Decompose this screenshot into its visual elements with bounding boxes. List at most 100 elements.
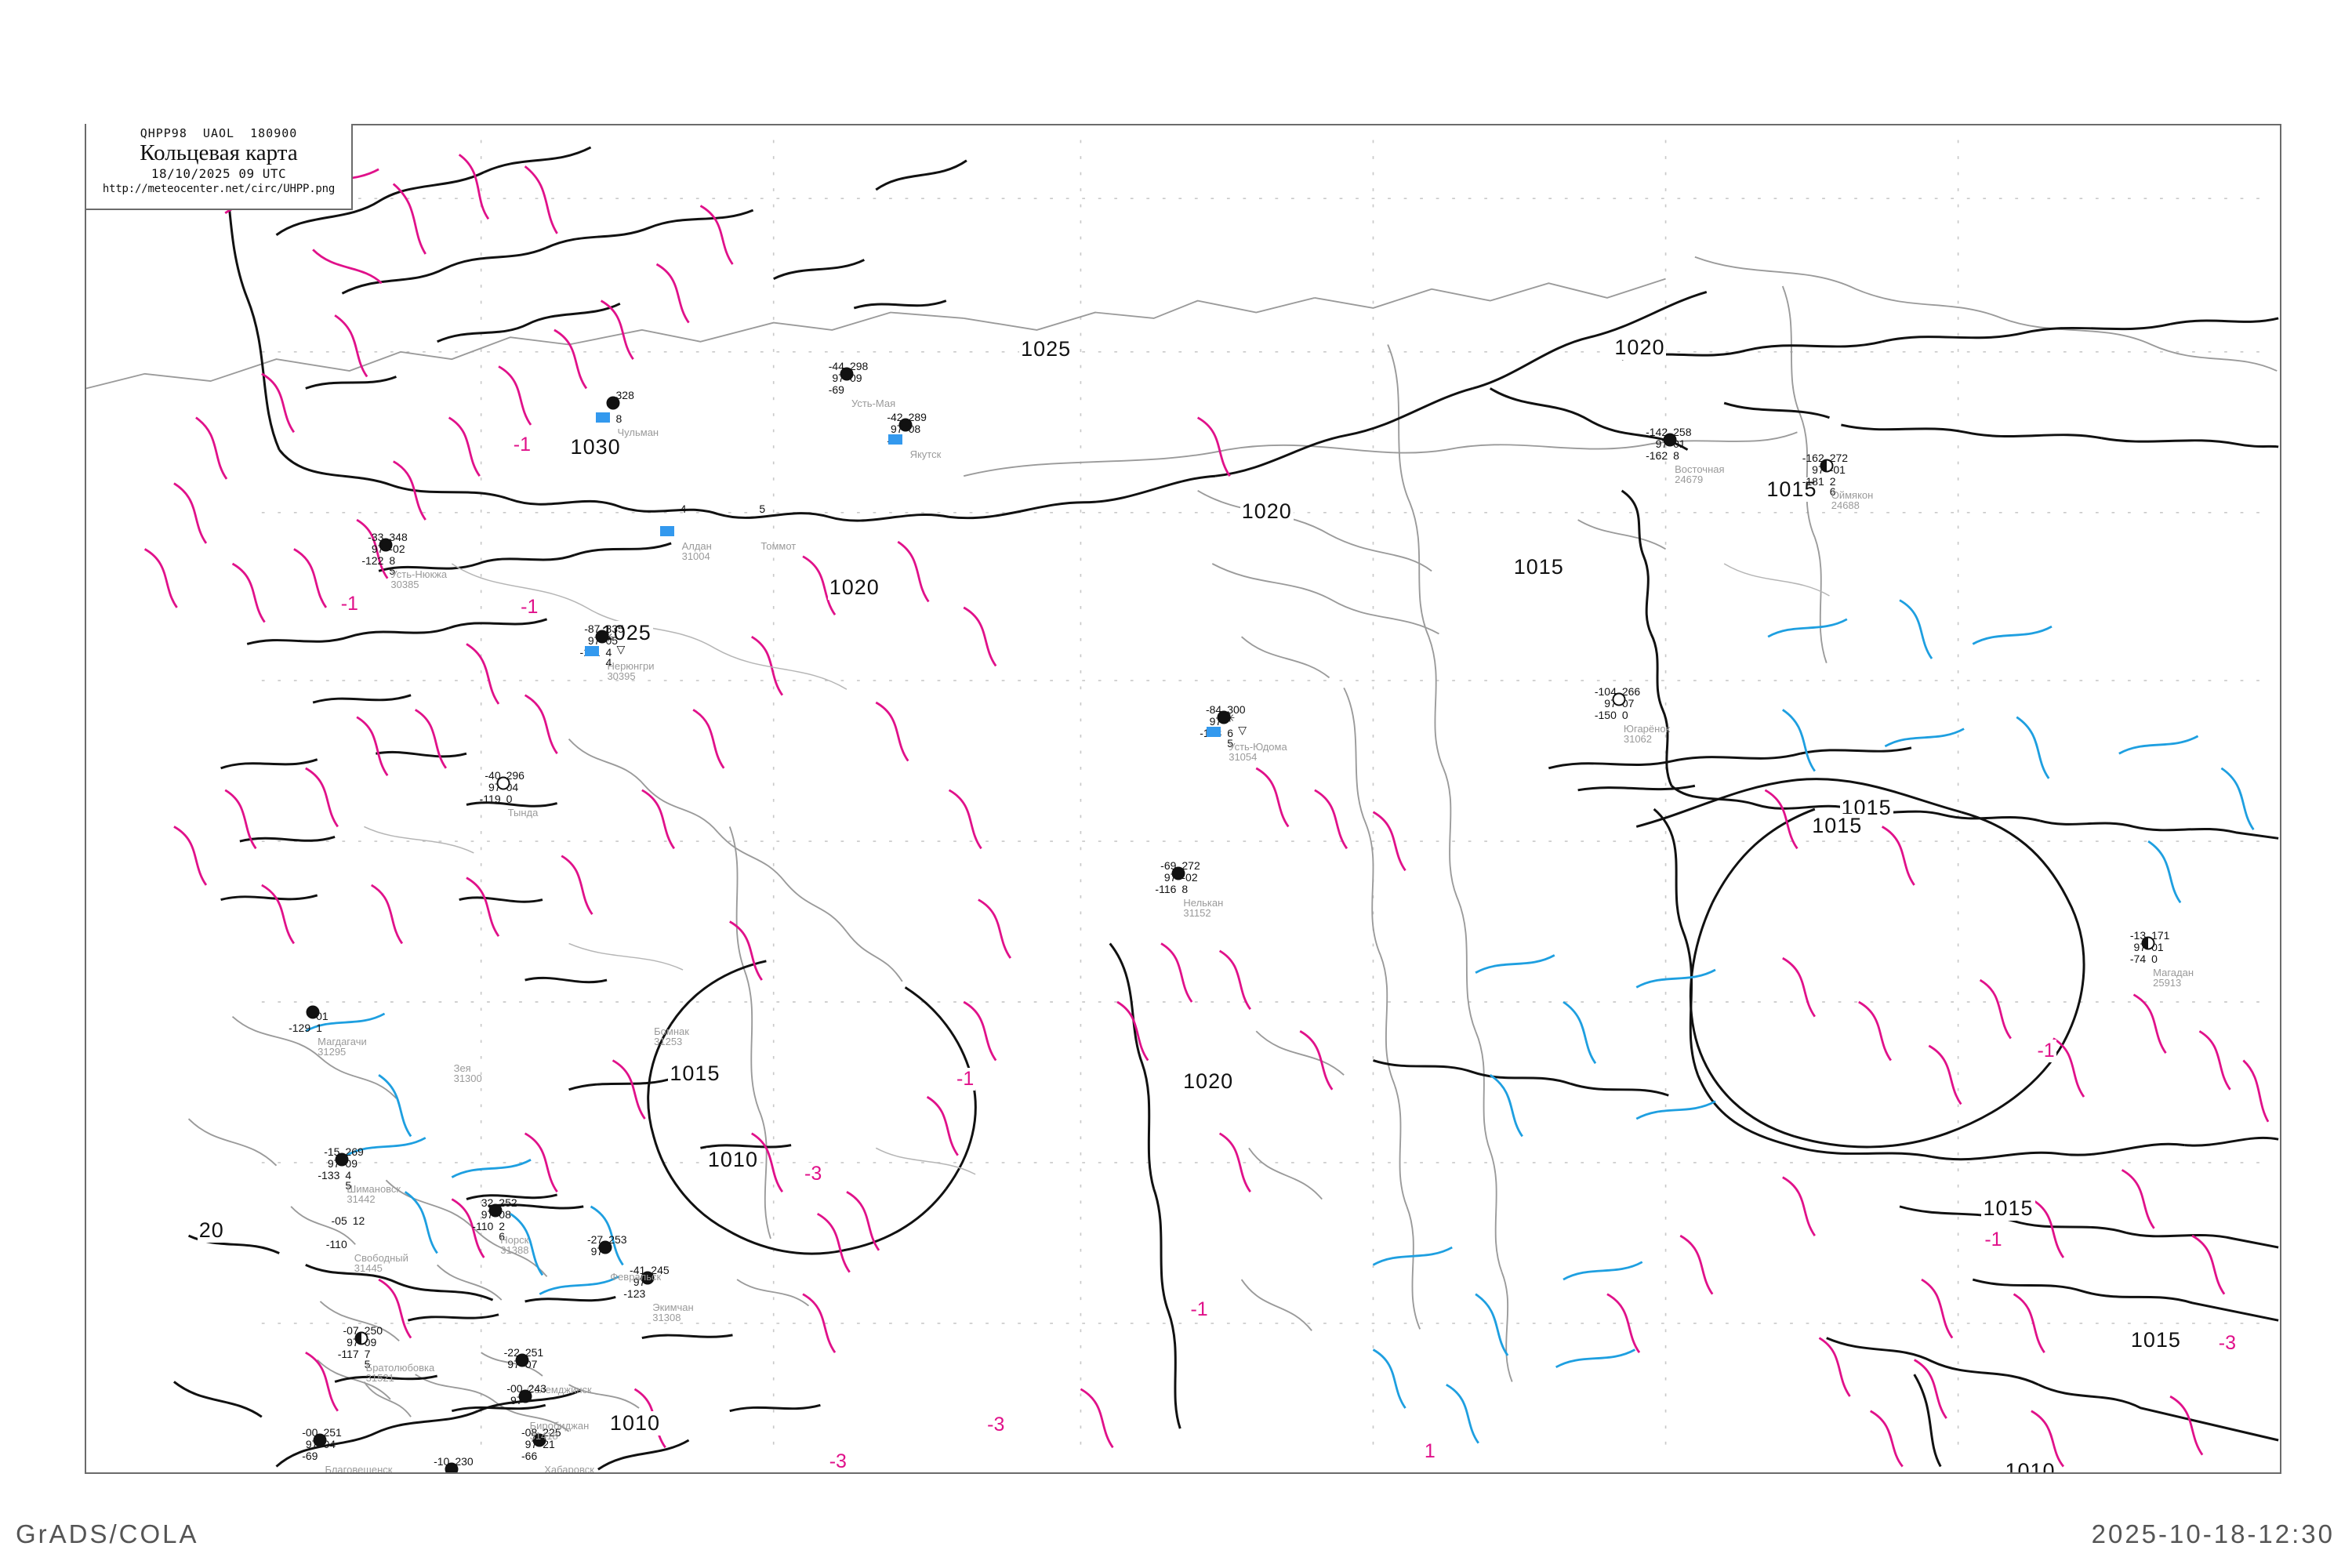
- station-pressure-tendency: -00: [506, 1382, 523, 1396]
- station-cloud-amount: 2: [499, 1220, 506, 1233]
- station-pressure-tendency: -05: [331, 1214, 347, 1227]
- station-name: Усть-Нюкжа: [390, 568, 448, 580]
- isallobar-label: -1: [339, 593, 360, 616]
- isobar-label: 1015: [1810, 813, 1864, 838]
- precip-blue-marker: [1207, 726, 1221, 737]
- station-pressure-tendency: -10: [434, 1455, 450, 1468]
- station-cloud-amount: 0: [506, 792, 513, 805]
- station-cloud-cover-icon: [496, 776, 510, 789]
- isobar-label: 1020: [1240, 499, 1294, 524]
- station-name: Усть-Юдома: [1229, 740, 1287, 753]
- station-wmo-id: 31445: [354, 1261, 383, 1274]
- station-pressure-tendency: -84: [1205, 702, 1222, 716]
- station-cloud-cover-icon: [1171, 866, 1185, 880]
- station-dewpoint: -129: [289, 1022, 311, 1035]
- station-sea-level-pressure: 251: [524, 1345, 544, 1359]
- station-cloud-cover-icon: [488, 1203, 503, 1218]
- isallobar-label: -1: [1983, 1228, 2004, 1251]
- station-cloud-cover-icon: [313, 1433, 327, 1447]
- station-name: Февральск: [610, 1271, 662, 1283]
- station-pressure-tendency: -22: [503, 1345, 520, 1359]
- station-wmo-id: 31253: [654, 1036, 683, 1047]
- station-name: Томмот: [760, 540, 797, 553]
- station-sea-level-pressure: 335: [605, 622, 624, 636]
- isobar-label: 1015: [1512, 554, 1566, 579]
- station-cloud-cover-icon: [354, 1331, 368, 1345]
- station-pressure-tendency: -00: [302, 1426, 318, 1439]
- station-pressure-tendency: -27: [586, 1233, 604, 1247]
- station-pressure-tendency: -42: [887, 410, 903, 423]
- station-cloud-cover-icon: [1663, 433, 1677, 447]
- station-dewpoint: -74: [2129, 953, 2147, 966]
- station-cloud-cover-icon: [595, 630, 609, 644]
- station-cloud-amount: 6: [1227, 726, 1234, 739]
- station-cloud-amount: 4: [345, 1169, 352, 1182]
- station-wmo-id: 30395: [607, 670, 636, 683]
- station-cloud-low: 5: [1227, 736, 1234, 750]
- isobar-label: 1015: [1765, 477, 1819, 503]
- station-dewpoint: -119: [479, 792, 501, 805]
- station-cloud-cover-icon: [335, 1152, 349, 1167]
- weather-map-frame: 1030 1025 1025 1020 1020 1020 1020 1015 1015 1015…: [85, 124, 2281, 1474]
- station-cloud-cover-icon: [641, 1271, 655, 1285]
- precip-blue-marker: [887, 434, 902, 445]
- station-cloud-low: 5: [389, 564, 396, 577]
- bulletin-header: QHPP98 UAOL 180900: [140, 126, 298, 140]
- station-sea-level-pressure: 5: [759, 503, 766, 516]
- station-name: Шимановск: [347, 1183, 401, 1196]
- station-wmo-id: 30385: [390, 578, 419, 590]
- station-pressure-trend-icon: ▽: [616, 643, 626, 656]
- station-pressure-tendency: -41: [630, 1264, 646, 1277]
- station-name: Бомнак: [654, 1025, 689, 1037]
- station-sea-level-pressure: 225: [543, 1426, 561, 1439]
- station-sea-level-pressure: 266: [1621, 685, 1641, 699]
- station-cloud-amount: 2: [1829, 475, 1836, 488]
- station-wmo-id: 31300: [453, 1072, 482, 1084]
- station-sea-level-pressure: 171: [2151, 929, 2170, 942]
- station-cloud-low: 6: [1829, 485, 1836, 499]
- station-dewpoint: -110: [472, 1220, 494, 1233]
- station-cloud-cover-icon: [306, 1005, 320, 1019]
- station-sea-level-pressure: 12: [352, 1214, 365, 1227]
- station-cloud-cover-icon: [606, 396, 620, 410]
- station-wmo-id: 24679: [1675, 473, 1704, 485]
- station-cloud-cover-icon: [2141, 936, 2155, 950]
- station-cloud-cover-icon: [379, 538, 393, 552]
- station-name: Норск: [500, 1234, 529, 1247]
- station-dewpoint: -162: [1646, 448, 1668, 462]
- station-name: Братолюбовка: [365, 1361, 435, 1374]
- station-sea-level-pressure: 245: [651, 1264, 670, 1277]
- station-wmo-id: 31004: [681, 550, 710, 563]
- isobar-label: 1020: [827, 575, 881, 600]
- station-pressure-tendency: -40: [485, 768, 501, 782]
- station-cloud-amount: 0: [1621, 709, 1628, 722]
- isallobars-positive: [143, 154, 2270, 1468]
- station-name: Усть-Мая: [851, 397, 896, 409]
- station-pressure-tendency: -162: [1802, 452, 1824, 465]
- station-sea-level-pressure: 298: [849, 359, 869, 372]
- station-name: Свободный: [354, 1251, 408, 1264]
- station-cloud-amount: 7: [364, 1347, 371, 1360]
- station-pressure-tendency: -104: [1594, 685, 1617, 699]
- station-name: Магдагачи: [318, 1036, 367, 1048]
- isallobars-negative: [305, 599, 2255, 1444]
- station-wmo-id: 31442: [347, 1193, 376, 1206]
- station-pressure-change: -01: [1829, 463, 1846, 477]
- station-sea-level-pressure: 272: [1181, 859, 1200, 873]
- precip-blue-marker: [595, 412, 610, 423]
- rivers: [364, 563, 1830, 1175]
- isobar-label: 1010: [706, 1148, 760, 1173]
- map-source-url: http://meteocenter.net/circ/UHPP.png: [102, 183, 336, 196]
- station-name: Нерюнгри: [607, 660, 655, 673]
- station-name: Тында: [507, 806, 539, 818]
- station-pressure-tendency: -142: [1646, 425, 1668, 438]
- station-wmo-id: 31295: [318, 1046, 347, 1058]
- station-cloud-cover-icon: [515, 1353, 529, 1367]
- station-dewpoint: -150: [1594, 709, 1617, 722]
- isobar-label: 1015: [1981, 1196, 2035, 1221]
- isallobar-label: -3: [827, 1450, 848, 1473]
- station-name: Алдан: [681, 540, 712, 553]
- station-sea-level-pressure: 243: [528, 1382, 546, 1396]
- station-sea-level-pressure: 328: [615, 389, 634, 402]
- isallobar-label: -1: [511, 434, 533, 457]
